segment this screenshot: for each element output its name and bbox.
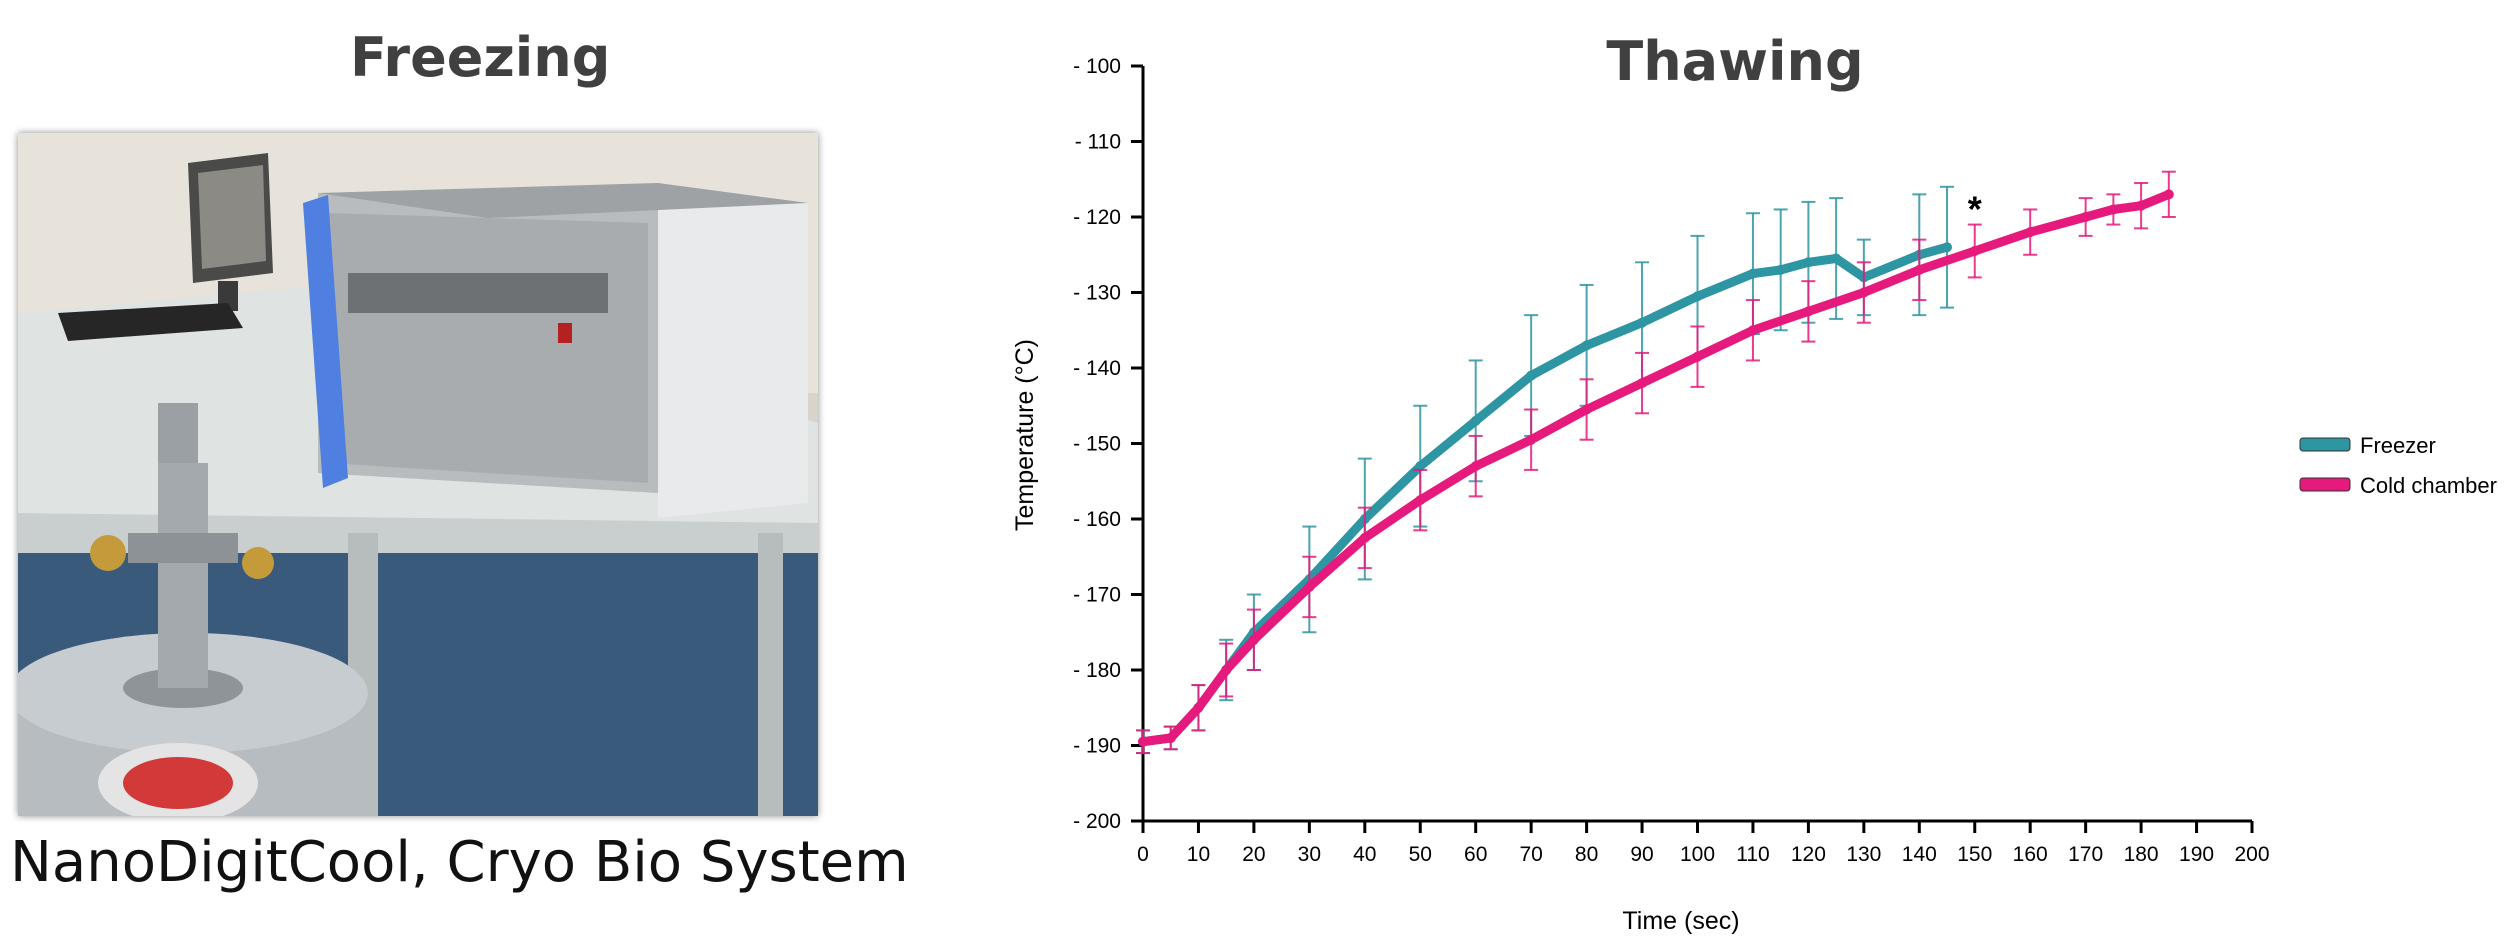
x-tick-label: 30 xyxy=(1298,843,1321,866)
data-point xyxy=(1637,378,1648,389)
data-point xyxy=(1415,495,1426,506)
data-point xyxy=(1803,306,1814,317)
freezing-caption: NanoDigitCool, Cryo Bio System xyxy=(10,830,909,895)
data-point xyxy=(1138,736,1148,747)
data-point xyxy=(1581,404,1592,415)
data-point xyxy=(1193,702,1204,713)
x-tick-label: 130 xyxy=(1846,843,1881,866)
series-line xyxy=(1138,189,2174,747)
data-point xyxy=(1914,264,1925,275)
data-point xyxy=(1165,732,1176,743)
data-point xyxy=(2025,227,2036,238)
data-point xyxy=(1470,415,1481,426)
data-point xyxy=(1831,253,1842,264)
data-point xyxy=(1526,434,1537,445)
x-tick-label: 140 xyxy=(1902,843,1937,866)
x-tick-label: 180 xyxy=(2124,843,2159,866)
series-freezer xyxy=(1136,185,1955,755)
data-point xyxy=(1775,264,1786,275)
x-tick-label: 50 xyxy=(1409,843,1432,866)
y-tick-label: - 150 xyxy=(1073,433,1121,456)
chart-title: Thawing xyxy=(1606,30,1863,93)
series-line xyxy=(1138,242,1952,747)
significance-annotation: * xyxy=(1968,188,1982,229)
x-tick-label: 60 xyxy=(1464,843,1487,866)
chart-legend: Freezer Cold chamber xyxy=(2299,433,2497,498)
data-point xyxy=(1942,242,1953,253)
y-axis-label: Temperature (°C) xyxy=(1011,339,1039,531)
legend-swatch xyxy=(2299,437,2351,452)
y-tick-label: - 120 xyxy=(1073,206,1121,229)
freezing-title: Freezing xyxy=(350,26,611,89)
chart-series xyxy=(1136,170,2176,755)
data-point xyxy=(2080,212,2091,222)
x-tick-label: 160 xyxy=(2013,843,2048,866)
x-tick-label: 150 xyxy=(1957,843,1992,866)
chart-axes: - 100 - 110 - 120 - 130 - 140 - 150 - 160 - 170… xyxy=(1073,55,2269,866)
y-tick-label: - 140 xyxy=(1073,357,1121,380)
y-tick-label: - 130 xyxy=(1073,282,1121,305)
x-tick-label: 70 xyxy=(1519,843,1542,866)
y-tick-label: - 160 xyxy=(1073,508,1121,531)
x-tick-label: 20 xyxy=(1242,843,1265,866)
data-point xyxy=(1747,325,1758,336)
x-tick-label: 10 xyxy=(1187,843,1210,866)
x-tick-label: 80 xyxy=(1575,843,1598,866)
data-point xyxy=(1581,340,1592,351)
data-point xyxy=(2136,200,2147,211)
x-tick-label: 0 xyxy=(1137,843,1149,866)
data-point xyxy=(1858,287,1869,298)
data-point xyxy=(1692,291,1703,302)
data-point xyxy=(1248,634,1259,645)
legend-label: Freezer xyxy=(2360,433,2436,458)
legend-swatch xyxy=(2299,477,2351,492)
freezing-device-photo xyxy=(18,133,818,816)
data-point xyxy=(1803,257,1814,268)
x-tick-label: 190 xyxy=(2179,843,2214,866)
data-point xyxy=(1304,581,1315,592)
data-point xyxy=(1969,245,1980,256)
x-tick-label: 120 xyxy=(1791,843,1826,866)
x-axis-label: Time (sec) xyxy=(1622,907,1739,935)
data-point xyxy=(1359,532,1370,543)
y-tick-label: - 110 xyxy=(1075,131,1121,154)
x-tick-label: 200 xyxy=(2234,843,2269,866)
x-tick-label: 110 xyxy=(1736,843,1769,866)
y-tick-label: - 180 xyxy=(1073,659,1121,682)
data-point xyxy=(2108,204,2119,215)
data-point xyxy=(1747,268,1758,279)
y-tick-label: - 100 xyxy=(1073,55,1121,78)
legend-label: Cold chamber xyxy=(2360,473,2497,498)
y-tick-label: - 200 xyxy=(1073,810,1121,833)
data-point xyxy=(1221,665,1232,675)
data-point xyxy=(1637,317,1648,328)
x-tick-label: 100 xyxy=(1680,843,1715,866)
x-tick-label: 90 xyxy=(1630,843,1653,866)
data-point xyxy=(1470,461,1481,472)
data-point xyxy=(1415,461,1426,472)
y-tick-label: - 190 xyxy=(1073,735,1121,758)
y-tick-label: - 170 xyxy=(1073,584,1121,607)
x-tick-label: 40 xyxy=(1353,843,1376,866)
data-point xyxy=(1526,370,1537,381)
x-tick-label: 170 xyxy=(2068,843,2103,866)
data-point xyxy=(2163,189,2174,200)
series-cold-chamber xyxy=(1136,170,2176,755)
data-point xyxy=(1692,351,1703,362)
